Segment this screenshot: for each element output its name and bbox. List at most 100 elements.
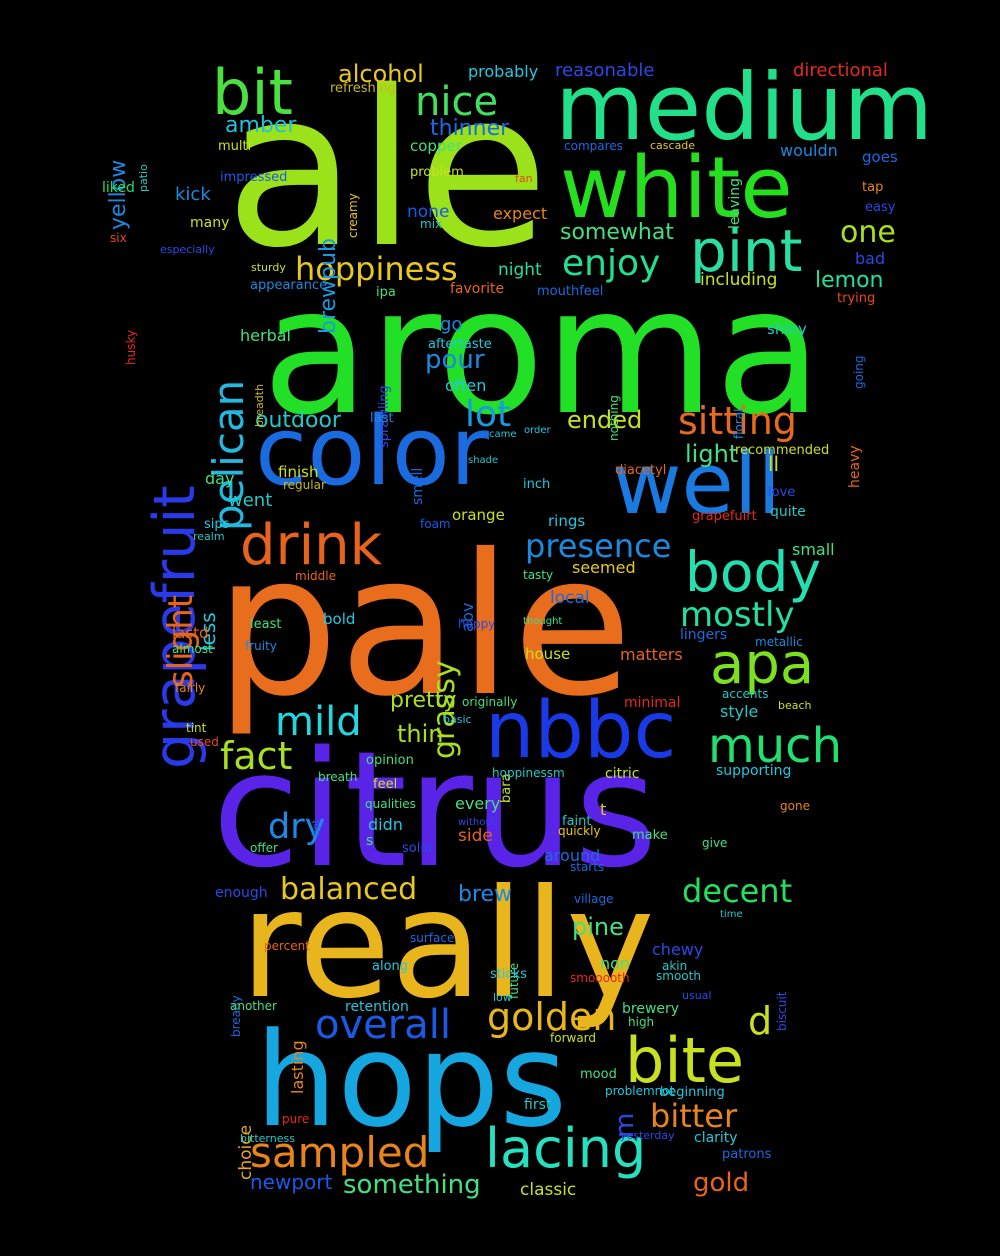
word-bold: bold bbox=[323, 610, 356, 628]
word-wouldn: wouldn bbox=[780, 141, 838, 160]
word-liked: liked bbox=[102, 180, 135, 196]
word-hops: hops bbox=[255, 1004, 568, 1156]
word-house: house bbox=[525, 645, 571, 663]
word-night: night bbox=[498, 260, 542, 280]
word-husky: husky bbox=[124, 330, 138, 366]
word-bit: bit bbox=[212, 56, 293, 129]
word-solid: solid bbox=[402, 841, 433, 856]
word-copper: copper bbox=[410, 137, 462, 155]
word-kick: kick bbox=[175, 184, 211, 205]
word-problemnot: problemnot bbox=[605, 1084, 675, 1098]
word-day: day bbox=[205, 469, 235, 488]
word-bitter: bitter bbox=[650, 1097, 738, 1135]
word-beach: beach bbox=[778, 699, 812, 712]
word-biscuit: biscuit bbox=[775, 992, 789, 1032]
word-golden: golden bbox=[487, 995, 617, 1039]
word-gone: gone bbox=[780, 799, 810, 813]
word-white: white bbox=[560, 139, 793, 238]
word-expect: expect bbox=[493, 204, 548, 223]
word-newport: newport bbox=[250, 1170, 333, 1194]
word-diacetyl: diacetyl bbox=[615, 463, 667, 478]
word-decent: decent bbox=[682, 872, 793, 910]
word-lot: lot bbox=[465, 394, 512, 435]
word-problem: problem bbox=[410, 165, 464, 180]
word-tint: tint bbox=[186, 721, 207, 735]
word-quickly: quickly bbox=[558, 824, 601, 838]
word-high: high bbox=[628, 1015, 655, 1029]
word-chewy: chewy bbox=[652, 940, 704, 959]
word-grapefuirt: grapefuirt bbox=[692, 509, 757, 524]
word-middle: middle bbox=[295, 569, 336, 583]
word-bitterness: bitterness bbox=[240, 1132, 295, 1145]
word-goes: goes bbox=[862, 148, 898, 166]
word-pale: pale bbox=[215, 512, 633, 739]
word-faint: faint bbox=[562, 814, 592, 829]
word-hoppy: hoppy bbox=[458, 617, 496, 631]
word-hoppinessm: hoppinessm bbox=[492, 766, 565, 780]
word-bet: bet bbox=[311, 820, 322, 837]
word-used: used bbox=[190, 735, 219, 749]
word-refreshing: refreshing bbox=[330, 81, 396, 96]
word-surface: surface bbox=[410, 931, 455, 945]
word-including: including bbox=[700, 270, 778, 290]
word-citric: citric bbox=[605, 766, 640, 782]
word-enjoy: enjoy bbox=[562, 243, 661, 284]
word-ipa: ipa bbox=[376, 285, 396, 300]
word-heavy: heavy bbox=[847, 445, 863, 488]
word-originally: originally bbox=[462, 695, 518, 709]
word-much: much bbox=[708, 718, 842, 774]
word-without: without bbox=[458, 817, 496, 828]
word-citrus: citrus bbox=[212, 716, 658, 903]
word-brewery: brewery bbox=[622, 1001, 680, 1017]
word-going: going bbox=[852, 355, 866, 389]
word-directional: directional bbox=[793, 60, 888, 81]
word-medium: medium bbox=[555, 54, 934, 161]
word-percent: percent bbox=[264, 939, 310, 953]
word-ale: ale bbox=[225, 44, 549, 295]
word-favorite: favorite bbox=[450, 281, 505, 297]
word-body: body bbox=[685, 540, 822, 604]
word-especially: especially bbox=[160, 243, 215, 256]
word-none: none bbox=[407, 202, 450, 222]
word-lastd: lastd bbox=[172, 624, 209, 642]
word-love: love bbox=[768, 485, 796, 500]
word-presence: presence bbox=[525, 527, 672, 565]
word-metallic: metallic bbox=[755, 635, 803, 649]
word-akin: akin bbox=[662, 959, 688, 973]
word-lingers: lingers bbox=[680, 627, 728, 643]
word-appearance: appearance bbox=[250, 278, 328, 293]
word-regular: regular bbox=[283, 478, 326, 492]
word-recommended: recommended bbox=[735, 443, 830, 458]
word-impressed: impressed bbox=[220, 170, 288, 185]
word-pint: pint bbox=[690, 217, 803, 285]
word-tasty: tasty bbox=[523, 568, 554, 582]
word-enough: enough bbox=[215, 885, 268, 901]
word-ended: ended bbox=[567, 406, 643, 434]
word-style: style bbox=[720, 702, 759, 721]
word-feel: feel bbox=[373, 777, 398, 792]
word-s: s bbox=[366, 833, 374, 849]
word-breath: breath bbox=[318, 770, 358, 784]
word-gold: gold bbox=[693, 1168, 750, 1198]
word-often: often bbox=[445, 376, 487, 395]
word-brew: brew bbox=[458, 882, 513, 907]
word-minimal: minimal bbox=[624, 695, 681, 711]
word-inch: inch bbox=[523, 477, 551, 492]
word-apa: apa bbox=[710, 632, 815, 697]
word-patio: patio bbox=[137, 164, 150, 192]
word-lemon: lemon bbox=[815, 268, 884, 293]
word-bad: bad bbox=[855, 249, 886, 268]
word-fact: fact bbox=[220, 734, 293, 778]
word-t: t bbox=[600, 800, 607, 819]
word-lacing: lacing bbox=[485, 1117, 647, 1180]
word-make: make bbox=[632, 828, 668, 843]
word-easy: easy bbox=[865, 200, 896, 215]
word-sturdy: sturdy bbox=[251, 261, 286, 274]
word-time: time bbox=[720, 909, 743, 920]
word-aftertaste: aftertaste bbox=[428, 337, 492, 352]
word-clarity: clarity bbox=[694, 1130, 738, 1146]
word-tap: tap bbox=[862, 180, 884, 195]
word-amber: amber bbox=[225, 113, 297, 138]
word-leaving: leaving bbox=[727, 178, 743, 230]
